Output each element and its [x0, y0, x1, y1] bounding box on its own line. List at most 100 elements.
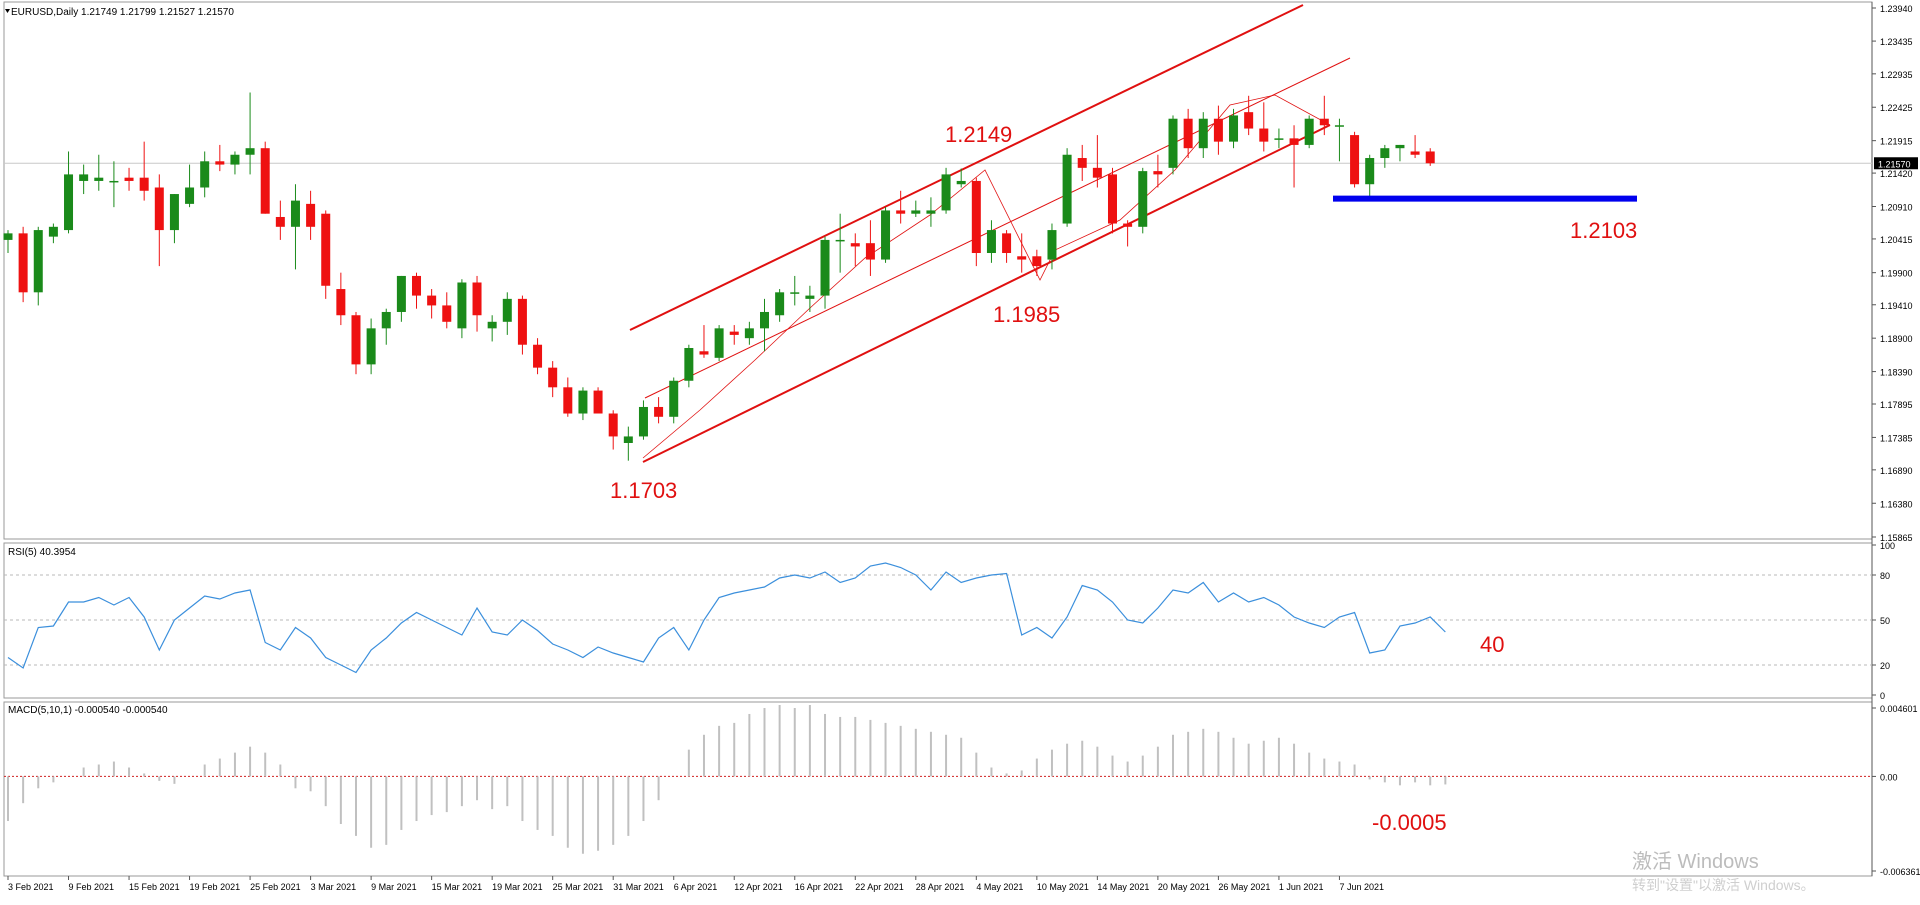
candle-bull: [684, 348, 694, 381]
macd-histogram: [7, 705, 1447, 854]
current-price-tag: [1874, 157, 1918, 170]
zigzag-line: [642, 94, 1331, 459]
candle-bear: [1259, 128, 1269, 142]
date-tick-label: 15 Mar 2021: [432, 882, 483, 892]
candle-bull: [926, 210, 936, 214]
candle-bear: [1123, 223, 1133, 227]
candle-bull: [1365, 158, 1375, 185]
candle-bull: [79, 174, 89, 181]
candle-bear: [1077, 158, 1087, 168]
channel-lower-line[interactable]: [642, 124, 1331, 463]
price-tick-label: 1.23435: [1880, 37, 1913, 47]
date-tick-label: 12 Apr 2021: [734, 882, 783, 892]
candle-bull: [790, 292, 800, 294]
date-tick-label: 6 Apr 2021: [674, 882, 718, 892]
date-tick-label: 20 May 2021: [1158, 882, 1210, 892]
candle-bear: [18, 233, 28, 293]
candle-bear: [563, 387, 573, 414]
candle-bull: [381, 311, 391, 329]
rsi-line: [7, 562, 1446, 674]
watermark-line-2: 转到"设置"以激活 Windows。: [1632, 877, 1815, 893]
date-tick-label: 14 May 2021: [1097, 882, 1149, 892]
rsi-tick-label: 100: [1880, 541, 1895, 551]
candle-bull: [1168, 118, 1178, 168]
collapse-triangle-icon[interactable]: [5, 9, 10, 13]
candle-bull: [1229, 115, 1239, 142]
price-axis: 1.23940 1.23435 1.22935 1.22425 1.21915 1.214…: [1872, 4, 1918, 543]
candle-bull: [366, 328, 376, 365]
date-tick-label: 3 Mar 2021: [311, 882, 357, 892]
candle-bull: [881, 210, 891, 260]
candle-bear: [1425, 151, 1435, 164]
date-tick-label: 26 May 2021: [1218, 882, 1270, 892]
candle-bull: [48, 226, 58, 237]
price-tick-label: 1.16380: [1880, 499, 1913, 509]
candle-bear: [427, 295, 437, 306]
date-tick-label: 9 Feb 2021: [69, 882, 115, 892]
candle-bear: [321, 213, 331, 286]
rsi-tick-label: 0: [1880, 691, 1885, 701]
candle-bear: [442, 305, 452, 322]
price-tick-label: 1.19410: [1880, 301, 1913, 311]
candle-bull: [956, 180, 966, 185]
candle-bear: [1213, 118, 1223, 142]
candle-bull: [245, 148, 255, 155]
date-tick-label: 4 May 2021: [976, 882, 1023, 892]
date-tick-label: 7 Jun 2021: [1339, 882, 1384, 892]
candle-bear: [1183, 118, 1193, 149]
candle-bull: [1380, 148, 1390, 159]
price-tick-label: 1.22425: [1880, 103, 1913, 113]
candle-bear: [865, 243, 875, 260]
candle-bear: [548, 367, 558, 388]
candle-bull: [1334, 125, 1344, 127]
price-tick-label: 1.22935: [1880, 70, 1913, 80]
candle-bull: [744, 328, 754, 339]
candle-bull: [200, 161, 210, 188]
candle-bull: [760, 311, 769, 329]
price-tick-label: 1.21420: [1880, 169, 1913, 179]
macd-tick-label: 0.00: [1880, 772, 1898, 782]
candle-bear: [1289, 138, 1299, 145]
candle-bull: [669, 380, 679, 417]
candle-bear: [1107, 174, 1117, 224]
candle-bear: [154, 187, 164, 231]
date-tick-label: 19 Feb 2021: [190, 882, 241, 892]
rsi-tick-label: 80: [1880, 571, 1890, 581]
candle-bear: [608, 413, 618, 437]
candle-bear: [1017, 256, 1027, 260]
macd-tick-label: -0.006361: [1880, 867, 1920, 877]
candle-bear: [472, 282, 482, 316]
candle-bear: [260, 148, 270, 214]
candle-bull: [1138, 171, 1148, 227]
candle-bear: [1319, 118, 1329, 126]
rsi-tick-label: 20: [1880, 661, 1890, 671]
candle-bear: [971, 180, 981, 254]
candle-bull: [1274, 138, 1284, 140]
candle-bull: [502, 298, 512, 322]
candle-bear: [215, 161, 225, 165]
date-axis: 3 Feb 2021 9 Feb 2021 15 Feb 2021 19 Feb 20…: [7, 876, 1384, 892]
channel-upper-line[interactable]: [629, 4, 1304, 331]
candle-bear: [124, 177, 134, 181]
candle-bear: [896, 210, 906, 214]
candle-bull: [396, 275, 406, 312]
price-tick-label: 1.19900: [1880, 269, 1913, 279]
candle-bear: [729, 331, 739, 335]
candle-bear: [1410, 151, 1420, 155]
candle-bull: [1395, 144, 1405, 149]
date-tick-label: 25 Mar 2021: [553, 882, 604, 892]
date-tick-label: 1 Jun 2021: [1279, 882, 1324, 892]
annotation-low-1: 1.1703: [610, 478, 677, 503]
candle-bull: [487, 321, 497, 329]
candle-bull: [64, 174, 74, 231]
candle-bull: [1198, 118, 1208, 149]
candle-bull: [1062, 154, 1072, 224]
annotation-support: 1.2103: [1570, 218, 1637, 243]
candle-bull: [290, 200, 300, 227]
candle-bull: [835, 239, 845, 242]
channel-mid-line[interactable]: [644, 57, 1351, 399]
candle-bull: [109, 180, 119, 183]
candle-bull: [1047, 230, 1057, 260]
